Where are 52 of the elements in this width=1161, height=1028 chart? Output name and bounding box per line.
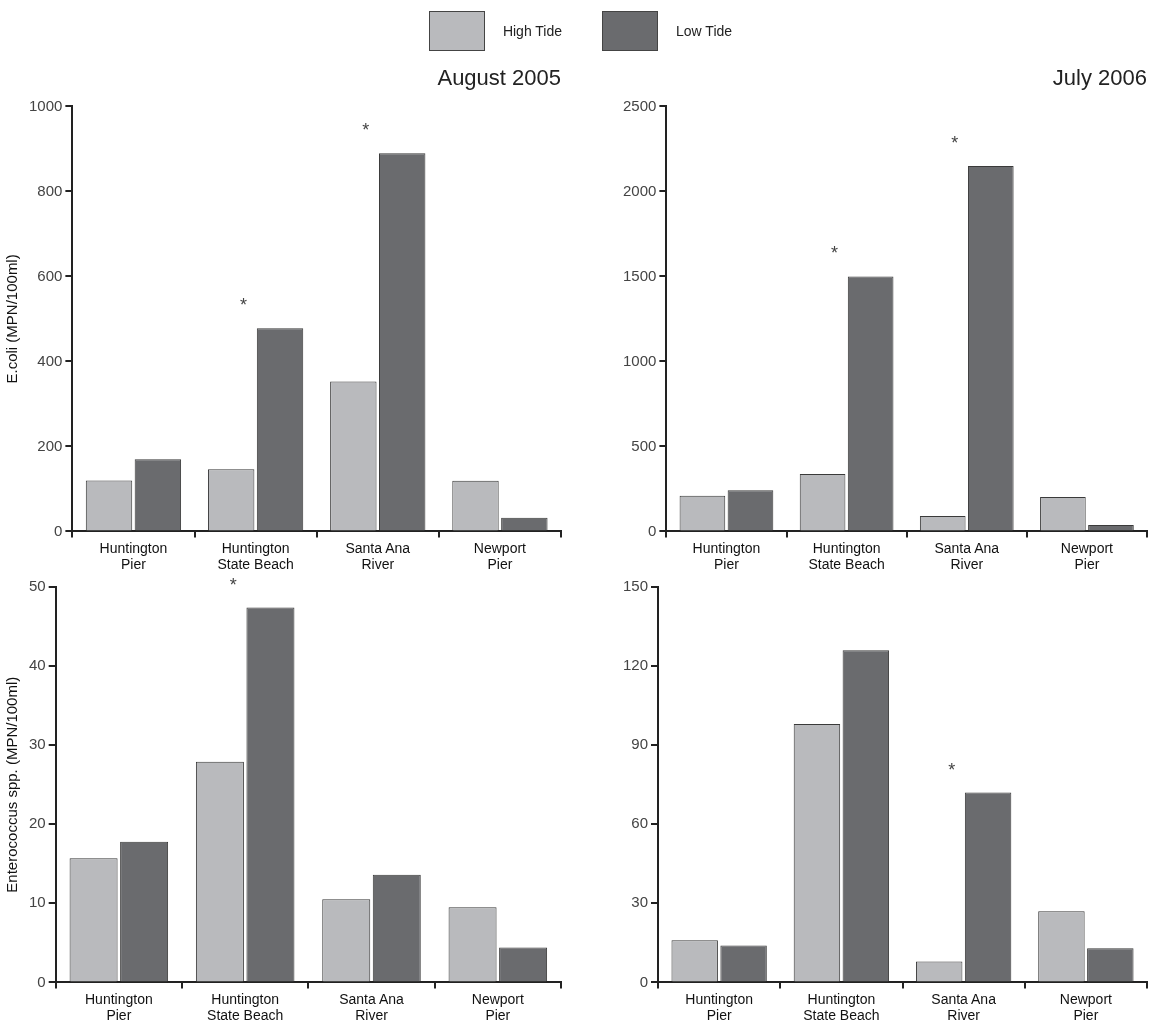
y-tick-label: 60 <box>631 814 649 832</box>
y-tick-label: 200 <box>37 436 63 454</box>
chart-title: August 2005 <box>437 65 561 91</box>
x-tick-label: Newport Pier <box>1059 990 1113 1024</box>
x-tick-label: Santa Ana River <box>934 539 1000 573</box>
x-tick-label: Huntington Pier <box>692 539 761 573</box>
x-tick-label: Santa Ana River <box>339 990 405 1024</box>
x-tick-label: Huntington State Beach <box>803 990 880 1024</box>
text: High Tide <box>502 23 563 39</box>
y-tick-label: 1500 <box>622 266 657 284</box>
x-tick-label: Newport Pier <box>471 990 525 1024</box>
y-tick-label: 150 <box>623 577 649 595</box>
x-tick-label: Huntington Pier <box>99 539 168 573</box>
y-tick-label: 2500 <box>622 96 657 114</box>
y-tick-label: 0 <box>648 521 657 539</box>
annotation: * <box>951 132 959 153</box>
y-axis-title: E.coli (MPN/100ml) <box>3 254 21 384</box>
annotation: * <box>240 295 248 316</box>
y-tick-label: 10 <box>29 893 46 911</box>
x-tick-label: Huntington State Beach <box>207 990 284 1024</box>
y-tick-label: 20 <box>29 814 46 832</box>
y-tick-label: 0 <box>54 521 63 539</box>
x-tick-label: Huntington State Beach <box>808 539 885 573</box>
x-tick-label: Huntington Pier <box>84 990 153 1024</box>
y-tick-label: 2000 <box>622 181 657 199</box>
chart-title: July 2006 <box>1052 65 1147 91</box>
y-tick-label: 0 <box>639 972 649 990</box>
x-tick-label: Newport Pier <box>473 539 527 573</box>
y-tick-label: 1000 <box>28 96 63 114</box>
y-tick-label: 30 <box>29 735 46 753</box>
y-tick-label: 50 <box>29 577 46 595</box>
y-tick-label: 600 <box>37 266 63 284</box>
y-tick-label: 1000 <box>622 351 657 369</box>
y-tick-label: 40 <box>29 656 46 674</box>
y-tick-label: 120 <box>623 656 649 674</box>
y-tick-label: 0 <box>37 972 46 990</box>
text: Low Tide <box>676 23 733 39</box>
x-tick-label: Huntington State Beach <box>217 539 294 573</box>
annotation: * <box>831 243 839 264</box>
x-tick-label: Santa Ana River <box>345 539 411 573</box>
annotation: * <box>229 574 237 595</box>
x-tick-label: Huntington Pier <box>685 990 754 1024</box>
y-tick-label: 500 <box>631 436 657 454</box>
x-tick-label: Newport Pier <box>1060 539 1114 573</box>
y-tick-label: 400 <box>37 351 63 369</box>
x-tick-label: Santa Ana River <box>931 990 997 1024</box>
y-tick-label: 800 <box>37 181 63 199</box>
y-tick-label: 90 <box>631 735 649 753</box>
annotation: * <box>362 120 370 141</box>
y-axis-title: Enterococcus spp. (MPN/100ml) <box>3 676 21 893</box>
y-tick-label: 30 <box>631 893 649 911</box>
annotation: * <box>948 759 956 780</box>
